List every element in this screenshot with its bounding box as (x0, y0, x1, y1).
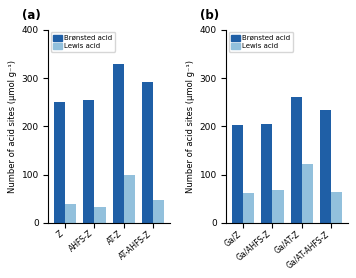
Bar (302, 164, 313, 223)
Bar (261, 125, 272, 223)
Bar (142, 82, 153, 223)
Text: (b): (b) (200, 9, 219, 22)
Bar (232, 125, 243, 223)
Bar (243, 193, 254, 223)
Bar (153, 200, 164, 223)
Bar (65, 203, 76, 223)
Text: (a): (a) (22, 9, 41, 22)
Legend: Brønsted acid, Lewis acid: Brønsted acid, Lewis acid (229, 32, 293, 52)
Legend: Brønsted acid, Lewis acid: Brønsted acid, Lewis acid (51, 32, 115, 52)
Bar (94, 207, 105, 223)
Bar (112, 64, 124, 223)
Bar (124, 175, 135, 223)
Bar (83, 100, 94, 223)
Bar (290, 97, 302, 223)
Bar (320, 110, 331, 223)
Bar (272, 190, 283, 223)
Y-axis label: Number of acid sites (μmol g⁻¹): Number of acid sites (μmol g⁻¹) (186, 60, 195, 193)
Bar (331, 192, 342, 223)
Bar (54, 102, 65, 223)
Y-axis label: Number of acid sites (μmol g⁻¹): Number of acid sites (μmol g⁻¹) (8, 60, 17, 193)
